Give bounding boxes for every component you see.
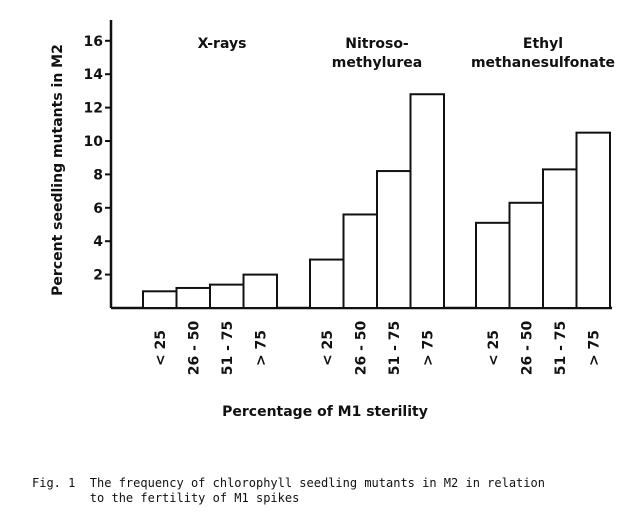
bar — [376, 170, 412, 309]
group-label: methylurea — [332, 55, 422, 71]
group-labels: X-rays Nitroso-methylurea Ethyl methanesulf… — [198, 36, 615, 71]
bar — [409, 93, 445, 309]
x-tick-label: 51 - 75 — [553, 321, 569, 376]
y-tick-label: 16 — [84, 34, 103, 50]
x-tick-label: > 75 — [420, 330, 436, 366]
bar — [242, 273, 278, 310]
x-tick-label: > 75 — [586, 330, 602, 366]
caption-line-2: to the fertility of M1 spikes — [32, 491, 300, 505]
bar — [575, 131, 611, 309]
y-tick-label: 2 — [93, 268, 103, 284]
x-tick-label: 26 - 50 — [519, 320, 535, 375]
bar — [542, 168, 578, 309]
bar — [309, 258, 345, 310]
x-tick-label: 26 - 50 — [186, 320, 202, 375]
x-tick-label: 51 - 75 — [387, 321, 403, 376]
x-axis-label: Percentage of M1 sterility — [222, 404, 428, 420]
caption-line-1: Fig. 1 The frequency of chlorophyll seed… — [32, 476, 545, 490]
y-tick-label: 4 — [93, 234, 103, 250]
y-tick-label: 10 — [84, 134, 104, 150]
y-tick-label: 12 — [84, 101, 103, 117]
x-tick-label: < 25 — [153, 330, 169, 366]
group-label: X-rays — [198, 36, 247, 52]
x-tick-label: < 25 — [486, 330, 502, 366]
bar — [209, 283, 245, 309]
y-axis-label: Percent seedling mutants in M2 — [50, 44, 66, 296]
bar — [142, 290, 178, 309]
group-label: Nitroso- — [345, 36, 409, 52]
group-label: methanesulfonate — [471, 55, 615, 71]
y-tick-label: 14 — [84, 67, 104, 83]
x-tick-label: < 25 — [320, 330, 336, 366]
chart: Percent seedling mutants in M2 Percentag… — [50, 20, 615, 420]
group-label: Ethyl — [523, 36, 563, 52]
y-tick-label: 8 — [93, 167, 103, 183]
x-tick-label: 51 - 75 — [220, 321, 236, 376]
bars: < 25 26 - 50 51 - 75 > 75 < 25 26 - 50 51 - 75… — [142, 93, 611, 376]
x-tick-label: > 75 — [253, 330, 269, 366]
x-tick-label: 26 - 50 — [353, 320, 369, 375]
bar — [342, 213, 378, 309]
figure-caption: Fig. 1 The frequency of chlorophyll seed… — [32, 476, 632, 506]
bar — [508, 201, 544, 309]
bar — [475, 221, 511, 309]
bar — [175, 286, 211, 309]
y-tick-label: 6 — [93, 201, 103, 217]
